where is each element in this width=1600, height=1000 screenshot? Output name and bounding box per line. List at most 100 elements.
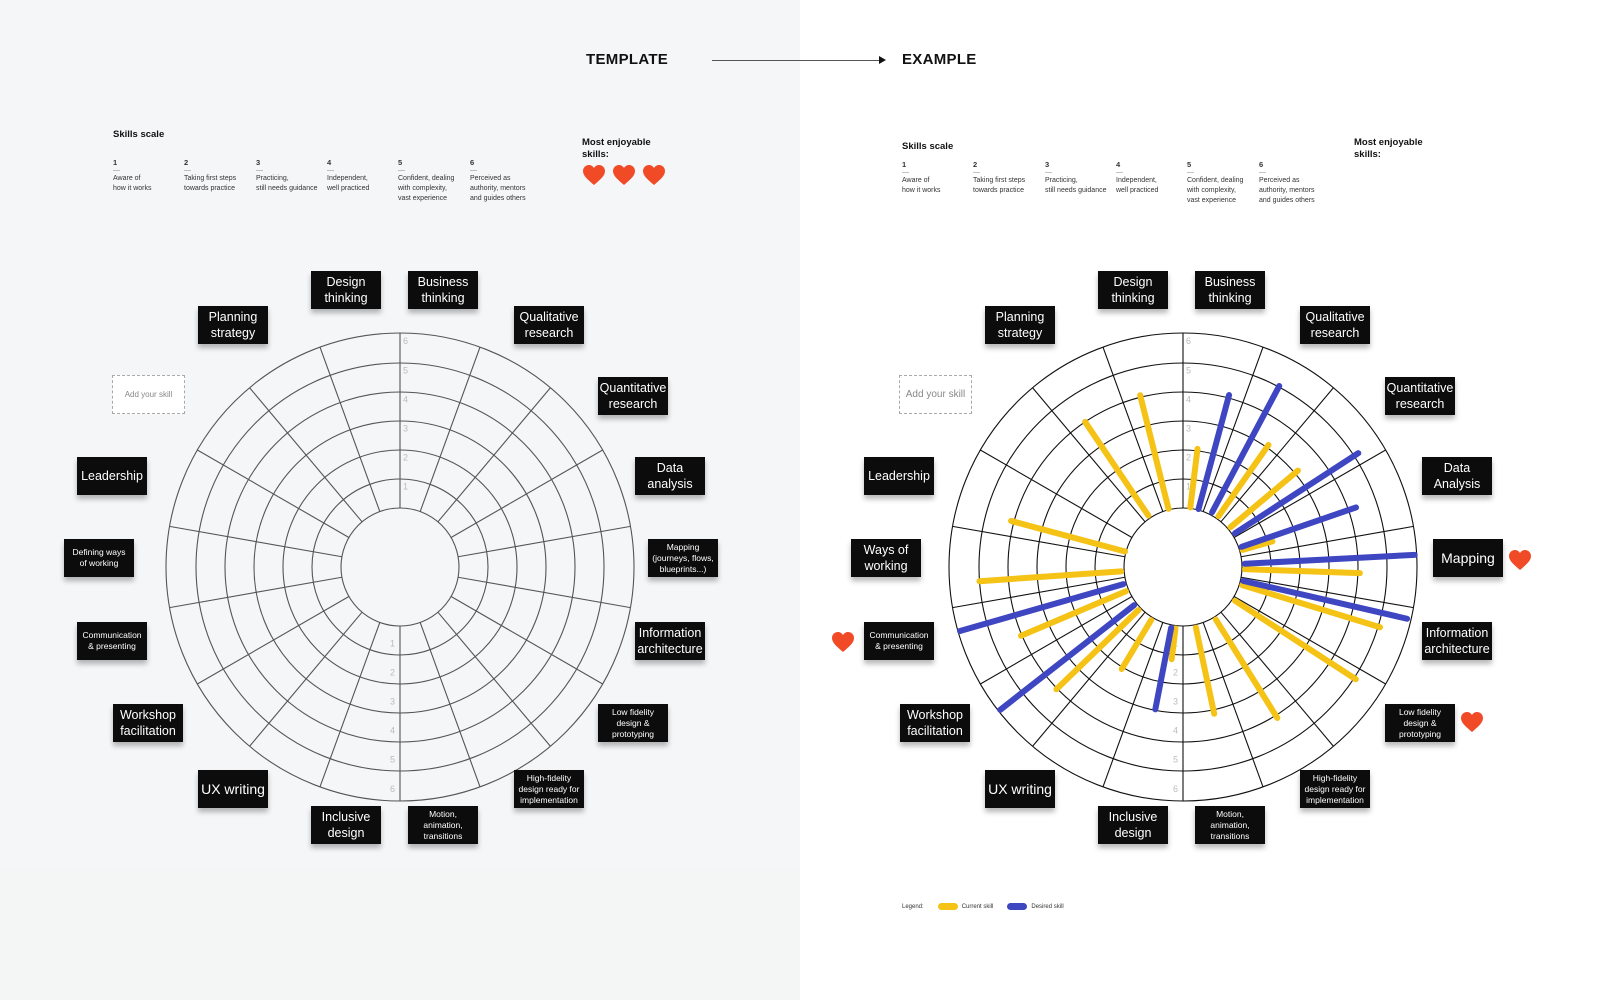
legend-desired: Desired skill <box>1007 903 1064 910</box>
heart-icon-communication <box>832 632 854 652</box>
template-skill-sticky[interactable]: Data analysis <box>635 457 705 495</box>
svg-text:3: 3 <box>390 697 395 707</box>
heart-icon-mapping <box>1509 550 1531 570</box>
skills-scale-levels: 1— Aware of how it works 2— Taking first s… <box>902 160 1331 206</box>
svg-text:2: 2 <box>390 668 395 678</box>
svg-text:1: 1 <box>390 639 395 649</box>
example-heading: EXAMPLE <box>902 51 977 68</box>
svg-text:1: 1 <box>1186 482 1191 492</box>
template-panel-footer <box>0 870 800 1000</box>
example-skill-sticky[interactable]: Business thinking <box>1195 271 1265 309</box>
current-skill-stroke <box>1215 441 1272 520</box>
svg-text:3: 3 <box>1186 424 1191 434</box>
current-skill-stroke <box>1212 616 1281 721</box>
legend-title: Legend: <box>902 903 924 910</box>
svg-text:2: 2 <box>1186 453 1191 463</box>
svg-text:3: 3 <box>403 424 408 434</box>
add-skill-placeholder-example[interactable]: Add your skill <box>899 375 972 414</box>
scale-level-5: 5— Confident, dealing with complexity, va… <box>398 158 455 202</box>
example-skill-sticky[interactable]: Communication & presenting <box>864 622 934 660</box>
template-skill-sticky[interactable]: Communication & presenting <box>77 622 147 660</box>
example-skill-sticky[interactable]: Qualitative research <box>1300 306 1370 344</box>
example-skill-sticky[interactable]: Workshop facilitation <box>900 704 970 742</box>
svg-text:5: 5 <box>403 366 408 376</box>
example-skill-sticky[interactable]: Ways of working <box>851 539 921 577</box>
legend: Legend: Current skill Desired skill <box>902 903 1064 910</box>
example-skill-sticky[interactable]: Leadership <box>864 457 934 495</box>
svg-text:5: 5 <box>1186 366 1191 376</box>
scale-level-5: 5— Confident, dealing with complexity, va… <box>1187 160 1244 204</box>
template-skill-sticky[interactable]: Motion, animation, transitions <box>408 806 478 844</box>
scale-level-3: 3— Practicing, still needs guidance <box>1045 160 1107 194</box>
svg-text:4: 4 <box>390 726 395 736</box>
example-skill-sticky[interactable]: UX writing <box>985 770 1055 808</box>
desired-skill-stroke <box>1238 504 1360 550</box>
skills-scale-template: Skills scale 1— Aware of how it works 2— T… <box>113 129 542 204</box>
current-skill-stroke <box>1231 597 1359 683</box>
template-skill-sticky[interactable]: Workshop facilitation <box>113 704 183 742</box>
template-skill-sticky[interactable]: Mapping (journeys, flows, blueprints...) <box>648 539 718 577</box>
heart-icon[interactable] <box>582 164 606 186</box>
example-skill-sticky[interactable]: Low fidelity design & prototyping <box>1385 704 1455 742</box>
current-skill-stroke <box>1192 624 1218 717</box>
template-skill-sticky[interactable]: Design thinking <box>311 271 381 309</box>
heart-icon[interactable] <box>642 164 666 186</box>
template-hearts <box>582 164 666 186</box>
skills-scale-levels: 1— Aware of how it works 2— Taking first s… <box>113 158 542 204</box>
template-skill-sticky[interactable]: Quantitative research <box>598 377 668 415</box>
desired-skill-stroke <box>1240 577 1411 622</box>
svg-text:5: 5 <box>390 755 395 765</box>
template-skill-sticky[interactable]: Defining ways of working <box>64 539 134 577</box>
svg-text:4: 4 <box>1173 726 1178 736</box>
example-skill-sticky[interactable]: Motion, animation, transitions <box>1195 806 1265 844</box>
desired-skill-stroke <box>1231 450 1362 537</box>
template-wheel: 1 1 2 2 3 3 4 4 5 5 6 6 <box>165 332 635 802</box>
svg-text:1: 1 <box>403 482 408 492</box>
current-skill-stroke <box>976 568 1125 585</box>
current-skill-stroke <box>1241 566 1363 577</box>
svg-text:2: 2 <box>403 453 408 463</box>
add-skill-placeholder-template[interactable]: Add your skill <box>112 375 185 414</box>
desired-skill-stroke <box>1241 551 1418 567</box>
scale-level-4: 4— Independent, well practiced <box>1116 160 1159 194</box>
template-skill-sticky[interactable]: Qualitative research <box>514 306 584 344</box>
template-skill-sticky[interactable]: Planning strategy <box>198 306 268 344</box>
example-skill-sticky[interactable]: High-fidelity design ready for implement… <box>1300 770 1370 808</box>
current-skill-stroke <box>1008 517 1129 555</box>
example-skill-sticky[interactable]: Information architecture <box>1422 622 1492 660</box>
current-skill-stroke <box>1137 392 1172 512</box>
desired-skill-stroke <box>1152 624 1175 713</box>
svg-text:6: 6 <box>1173 784 1178 794</box>
svg-text:6: 6 <box>403 336 408 346</box>
svg-text:6: 6 <box>390 784 395 794</box>
current-skill-stroke <box>1239 538 1276 553</box>
arrow-right-icon <box>712 56 886 64</box>
desired-skill-stroke <box>1195 392 1233 513</box>
svg-text:3: 3 <box>1173 697 1178 707</box>
template-skill-sticky[interactable]: Business thinking <box>408 271 478 309</box>
skills-scale-title: Skills scale <box>902 141 954 152</box>
example-skill-sticky[interactable]: Quantitative research <box>1385 377 1455 415</box>
template-skill-sticky[interactable]: High-fidelity design ready for implement… <box>514 770 584 808</box>
template-skill-sticky[interactable]: Information architecture <box>635 622 705 660</box>
desired-skill-stroke <box>1209 382 1283 516</box>
scale-level-6: 6— Perceived as authority, mentors and gu… <box>470 158 526 202</box>
svg-text:6: 6 <box>1186 336 1191 346</box>
scale-level-2: 2— Taking first steps towards practice <box>184 158 237 192</box>
example-skill-sticky[interactable]: Inclusive design <box>1098 806 1168 844</box>
template-skill-sticky[interactable]: Low fidelity design & prototyping <box>598 704 668 742</box>
legend-current: Current skill <box>937 903 993 910</box>
skills-scale-title: Skills scale <box>113 129 165 140</box>
template-skill-sticky[interactable]: Leadership <box>77 457 147 495</box>
example-skill-sticky[interactable]: Planning strategy <box>985 306 1055 344</box>
most-enjoyable-label-example: Most enjoyable skills: <box>1354 137 1423 160</box>
current-skill-stroke <box>1239 582 1383 631</box>
example-skill-sticky[interactable]: Data Analysis <box>1422 457 1492 495</box>
heart-icon[interactable] <box>612 164 636 186</box>
template-skill-sticky[interactable]: UX writing <box>198 770 268 808</box>
example-skill-sticky[interactable]: Design thinking <box>1098 271 1168 309</box>
example-skill-sticky[interactable]: Mapping <box>1433 539 1503 577</box>
template-skill-sticky[interactable]: Inclusive design <box>311 806 381 844</box>
